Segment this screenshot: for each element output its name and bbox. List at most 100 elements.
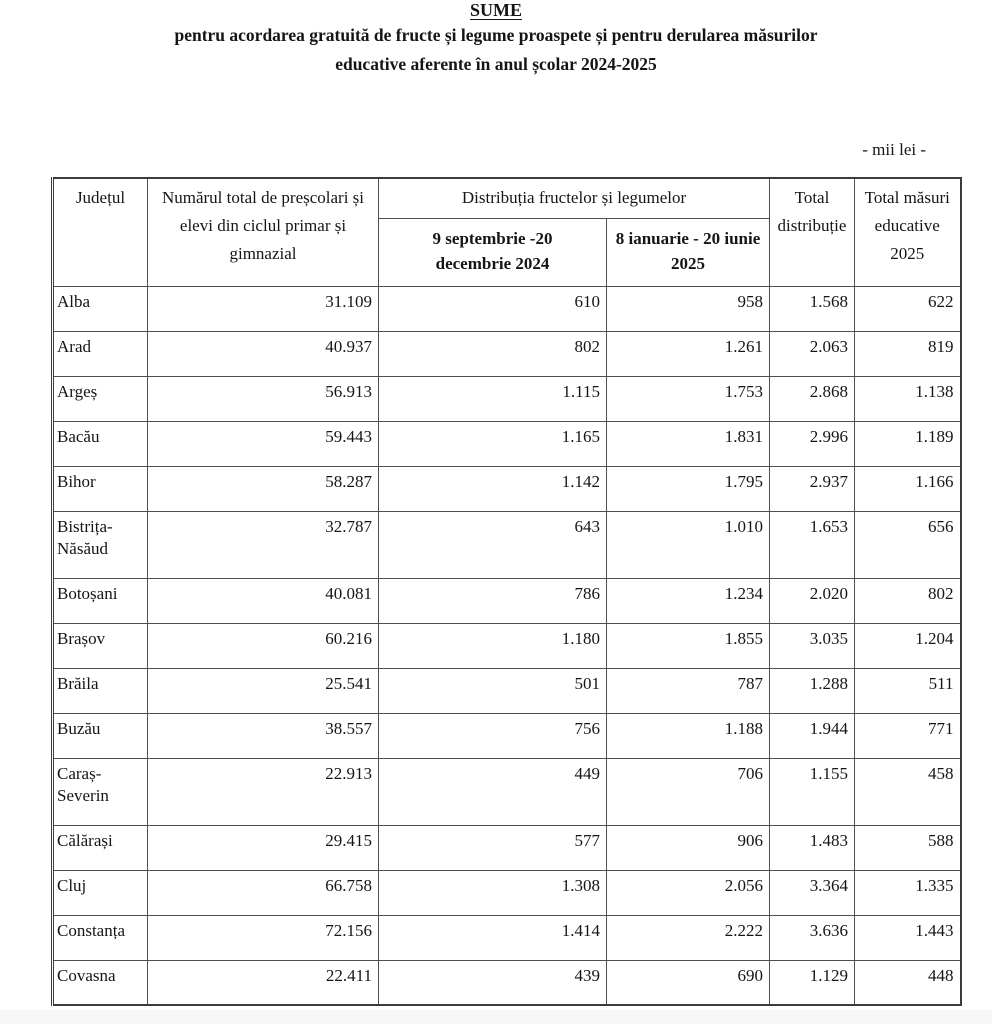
- total-distribution-cell: 2.996: [769, 420, 855, 467]
- table-row: Alba 31.109 610 958 1.568 622: [52, 285, 961, 332]
- subtitle-line-2: educative aferente în anul școlar 2024-2…: [335, 54, 657, 74]
- period1-amount-cell: 1.308: [378, 869, 607, 916]
- county-cell: Buzău: [52, 712, 148, 759]
- period2-amount-cell: 1.795: [606, 465, 770, 512]
- total-distribution-cell: 2.020: [769, 577, 855, 624]
- period1-amount-cell: 449: [378, 757, 607, 826]
- table-row: Arad 40.937 802 1.261 2.063 819: [52, 330, 961, 377]
- document-header: SUME pentru acordarea gratuită de fructe…: [0, 0, 992, 79]
- total-educational-cell: 588: [854, 824, 961, 871]
- county-cell: Cluj: [52, 869, 148, 916]
- students-total-cell: 58.287: [147, 465, 379, 512]
- total-educational-cell: 1.138: [854, 375, 961, 422]
- county-cell: Bihor: [52, 465, 148, 512]
- page-edge: [0, 1010, 992, 1024]
- total-educational-cell: 458: [854, 757, 961, 826]
- students-total-cell: 59.443: [147, 420, 379, 467]
- table-row: Călărași 29.415 577 906 1.483 588: [52, 824, 961, 871]
- sums-table: Județul Numărul total de preșcolari și e…: [51, 177, 962, 1006]
- period2-amount-cell: 1.753: [606, 375, 770, 422]
- county-cell: Bistrița-Năsăud: [52, 510, 148, 579]
- total-distribution-cell: 3.364: [769, 869, 855, 916]
- total-distribution-cell: 3.636: [769, 914, 855, 961]
- table-row: Cluj 66.758 1.308 2.056 3.364 1.335: [52, 869, 961, 916]
- total-educational-cell: 656: [854, 510, 961, 579]
- total-educational-cell: 1.204: [854, 622, 961, 669]
- period2-amount-cell: 2.222: [606, 914, 770, 961]
- students-total-cell: 40.937: [147, 330, 379, 377]
- col-header-total-educational: Total măsuri educative 2025: [854, 177, 961, 287]
- total-distribution-cell: 1.129: [769, 959, 855, 1006]
- total-educational-cell: 771: [854, 712, 961, 759]
- period2-amount-cell: 1.010: [606, 510, 770, 579]
- total-educational-cell: 1.189: [854, 420, 961, 467]
- total-distribution-cell: 1.944: [769, 712, 855, 759]
- students-total-cell: 32.787: [147, 510, 379, 579]
- students-total-cell: 38.557: [147, 712, 379, 759]
- col-header-total-distribution: Total distribuție: [769, 177, 855, 287]
- table-row: Bacău 59.443 1.165 1.831 2.996 1.189: [52, 420, 961, 467]
- students-total-cell: 60.216: [147, 622, 379, 669]
- period1-amount-cell: 756: [378, 712, 607, 759]
- period1-amount-cell: 1.165: [378, 420, 607, 467]
- county-cell: Brașov: [52, 622, 148, 669]
- period2-amount-cell: 787: [606, 667, 770, 714]
- total-distribution-cell: 3.035: [769, 622, 855, 669]
- period2-amount-cell: 1.188: [606, 712, 770, 759]
- county-cell: Brăila: [52, 667, 148, 714]
- total-educational-cell: 1.166: [854, 465, 961, 512]
- table-body: Alba 31.109 610 958 1.568 622 Arad 40.937 802 1.2…: [52, 285, 961, 1006]
- students-total-cell: 25.541: [147, 667, 379, 714]
- total-educational-cell: 802: [854, 577, 961, 624]
- total-distribution-cell: 1.483: [769, 824, 855, 871]
- period1-amount-cell: 1.180: [378, 622, 607, 669]
- total-educational-cell: 622: [854, 285, 961, 332]
- total-educational-cell: 511: [854, 667, 961, 714]
- students-total-cell: 29.415: [147, 824, 379, 871]
- table-row: Brăila 25.541 501 787 1.288 511: [52, 667, 961, 714]
- table-row: Caraș-Severin 22.913 449 706 1.155 458: [52, 757, 961, 826]
- period2-label: 8 ianuarie - 20 iunie 2025: [615, 228, 761, 274]
- header-row-2: 9 septembrie -20 decembrie 2024 8 ianuar…: [53, 217, 961, 287]
- students-total-cell: 72.156: [147, 914, 379, 961]
- period2-amount-cell: 2.056: [606, 869, 770, 916]
- county-cell: Covasna: [52, 959, 148, 1006]
- total-distribution-cell: 2.937: [769, 465, 855, 512]
- county-cell: Alba: [52, 285, 148, 332]
- total-distribution-cell: 1.568: [769, 285, 855, 332]
- col-header-total-students: Numărul total de preșcolari și elevi din…: [147, 177, 379, 287]
- table-header: Județul Numărul total de preșcolari și e…: [52, 177, 961, 287]
- total-distribution-cell: 1.653: [769, 510, 855, 579]
- students-total-cell: 31.109: [147, 285, 379, 332]
- table-row: Botoșani 40.081 786 1.234 2.020 802: [52, 577, 961, 624]
- period1-amount-cell: 501: [378, 667, 607, 714]
- period2-amount-cell: 958: [606, 285, 770, 332]
- table-row: Brașov 60.216 1.180 1.855 3.035 1.204: [52, 622, 961, 669]
- header-row-1: Județul Numărul total de preșcolari și e…: [52, 177, 961, 287]
- period2-amount-cell: 690: [606, 959, 770, 1006]
- table-row: Bistrița-Năsăud 32.787 643 1.010 1.653 656: [52, 510, 961, 579]
- total-educational-cell: 448: [854, 959, 961, 1006]
- period1-amount-cell: 643: [378, 510, 607, 579]
- period1-amount-cell: 610: [378, 285, 607, 332]
- period2-amount-cell: 706: [606, 757, 770, 826]
- county-cell: Arad: [52, 330, 148, 377]
- county-cell: Caraș-Severin: [52, 757, 148, 826]
- period2-amount-cell: 906: [606, 824, 770, 871]
- total-educational-cell: 1.443: [854, 914, 961, 961]
- students-total-cell: 40.081: [147, 577, 379, 624]
- table-row: Covasna 22.411 439 690 1.129 448: [52, 959, 961, 1006]
- total-educational-cell: 819: [854, 330, 961, 377]
- table-row: Argeș 56.913 1.115 1.753 2.868 1.138: [52, 375, 961, 422]
- table-row: Constanța 72.156 1.414 2.222 3.636 1.443: [52, 914, 961, 961]
- unit-note: - mii lei -: [862, 140, 926, 159]
- county-cell: Botoșani: [52, 577, 148, 624]
- period1-amount-cell: 439: [378, 959, 607, 1006]
- col-header-period2: 8 ianuarie - 20 iunie 2025: [606, 217, 770, 287]
- period1-amount-cell: 802: [378, 330, 607, 377]
- col-header-county: Județul: [52, 177, 148, 287]
- period1-label: 9 septembrie -20 decembrie 2024: [432, 228, 553, 274]
- table-row: Buzău 38.557 756 1.188 1.944 771: [52, 712, 961, 759]
- period1-amount-cell: 577: [378, 824, 607, 871]
